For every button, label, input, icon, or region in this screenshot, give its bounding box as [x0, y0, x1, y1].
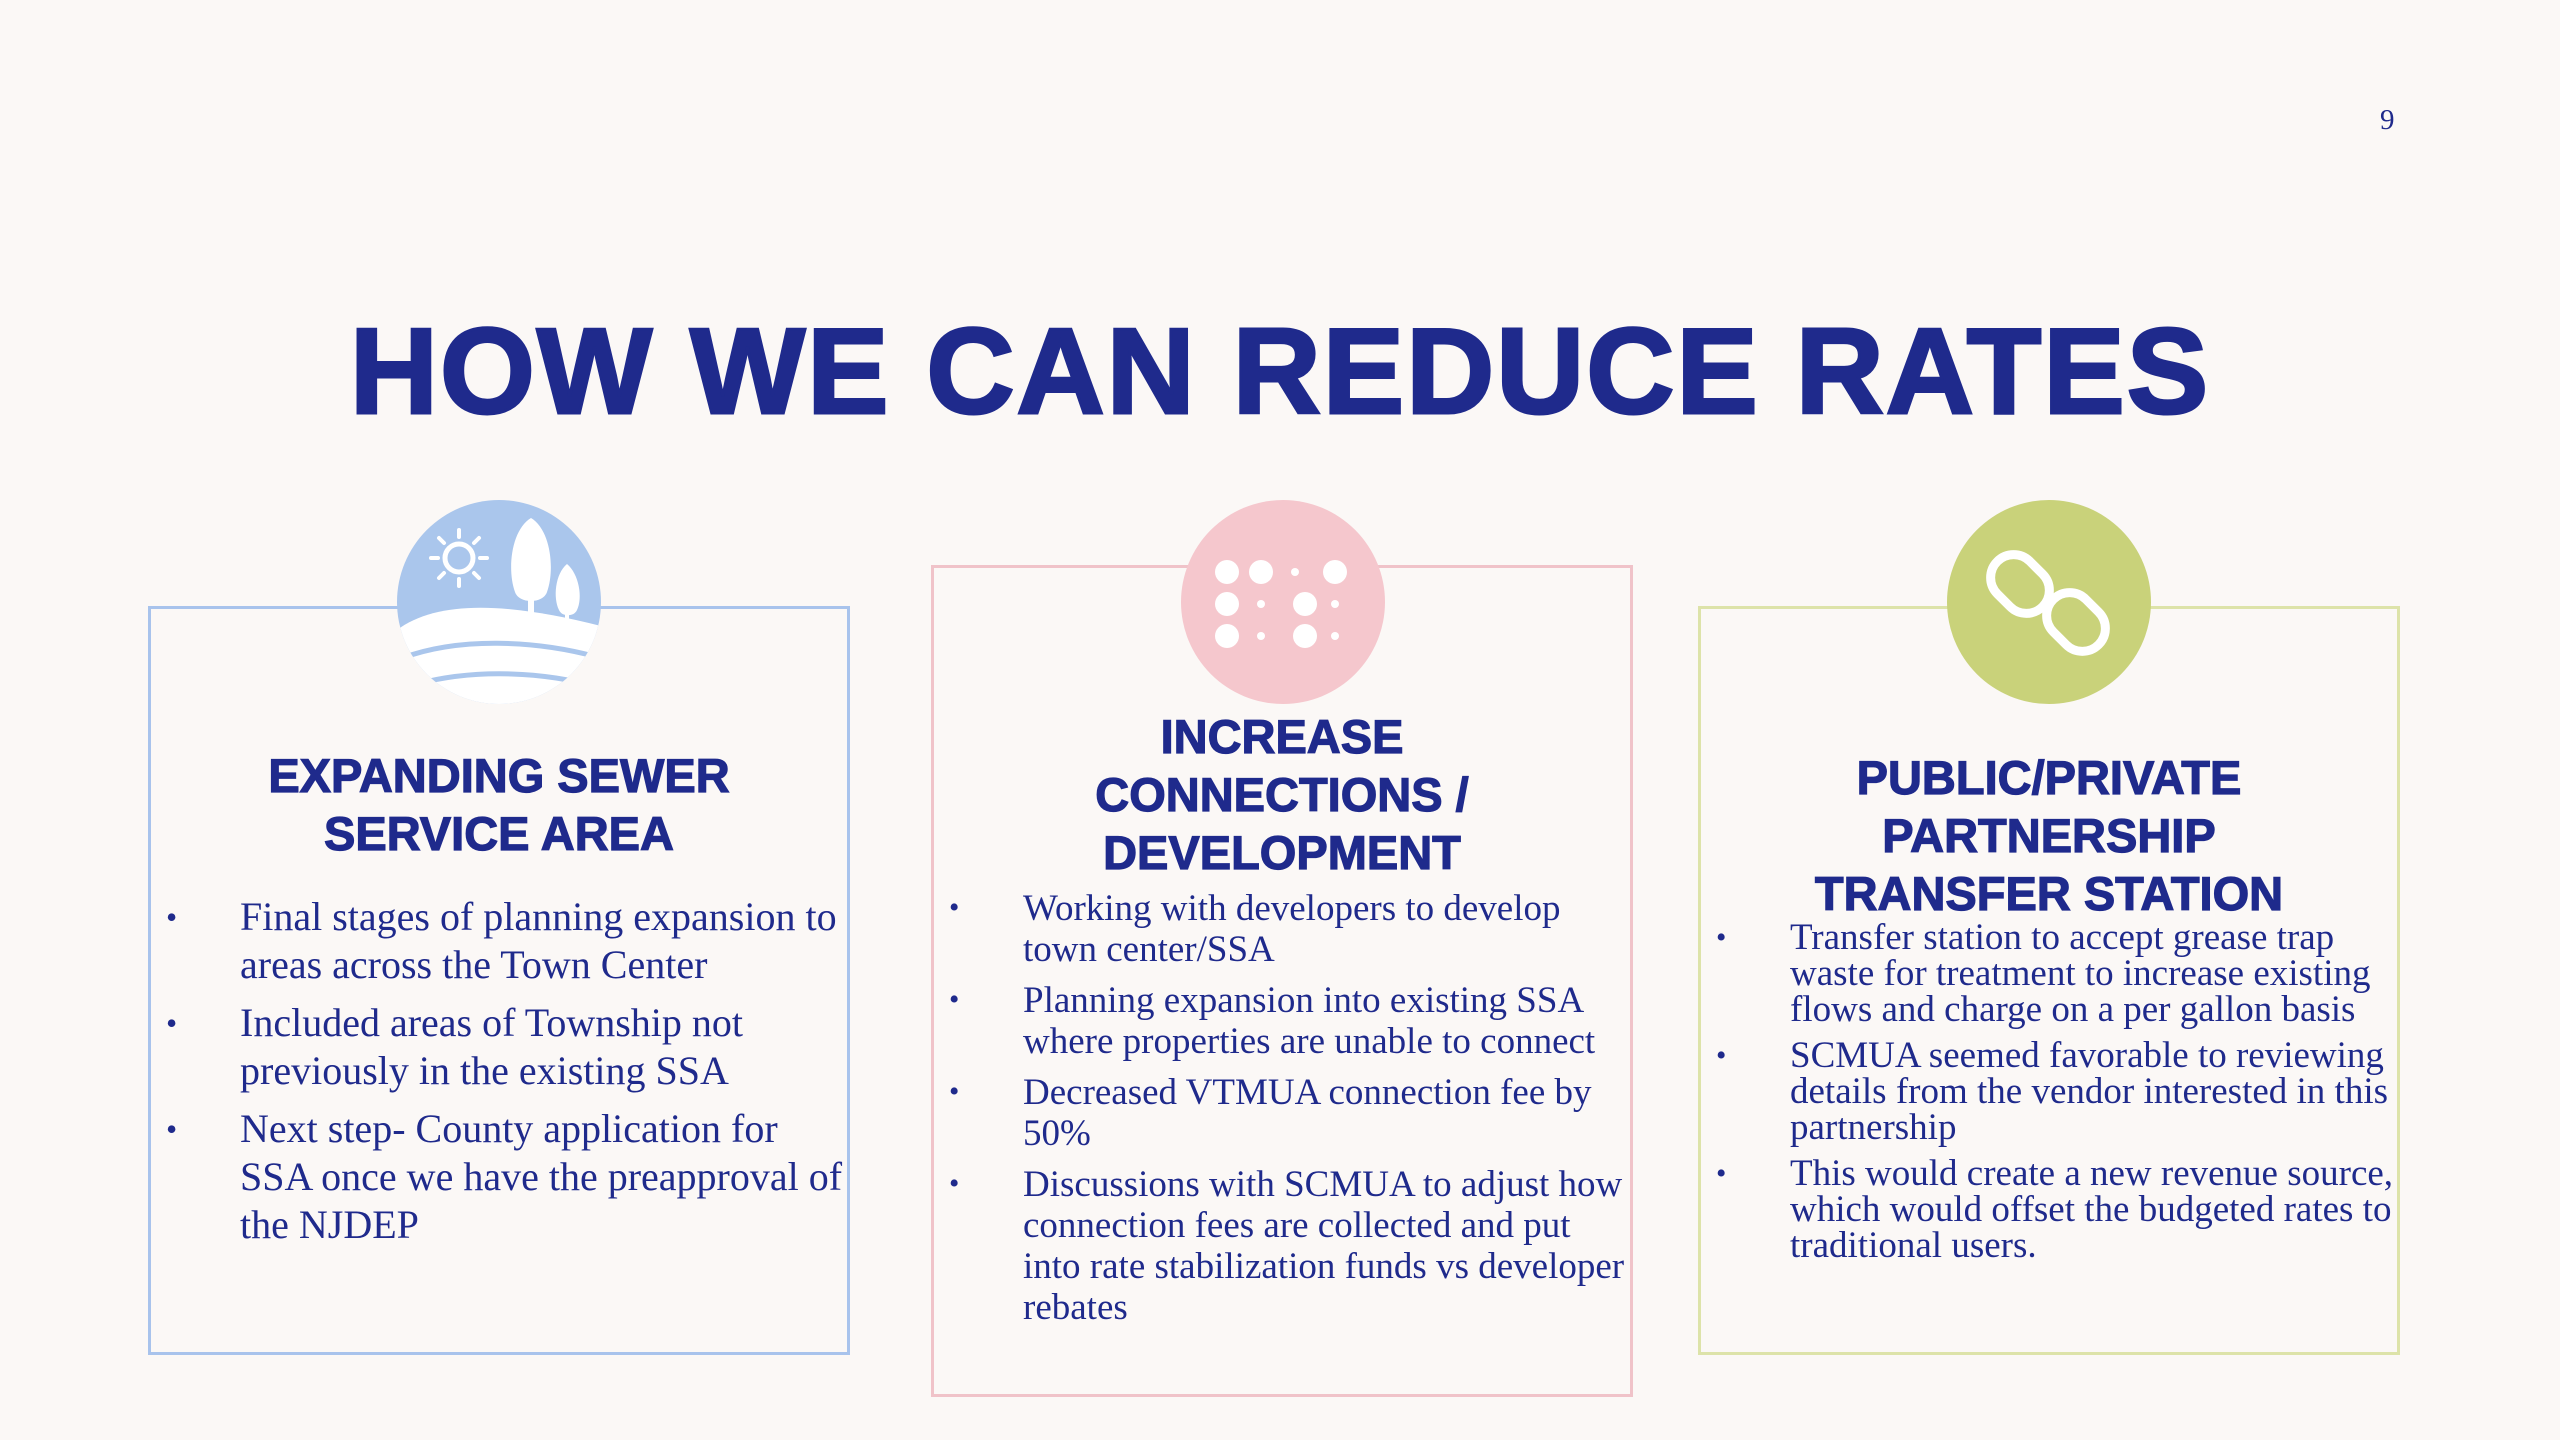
- bullet-item: This would create a new revenue source, …: [1698, 1155, 2398, 1264]
- bullet-item: Decreased VTMUA connection fee by 50%: [931, 1072, 1631, 1154]
- card-heading-increase-connections: INCREASE CONNECTIONS / DEVELOPMENT: [931, 708, 1633, 882]
- heading-line: DEVELOPMENT: [1103, 825, 1462, 879]
- bullet-item: Included areas of Township not previousl…: [148, 999, 848, 1095]
- bullet-item: Final stages of planning expansion to ar…: [148, 893, 848, 989]
- bullet-list-expanding-sewer: Final stages of planning expansion to ar…: [148, 893, 848, 1259]
- bullet-item: Next step- County application for SSA on…: [148, 1105, 848, 1249]
- bullet-item: Transfer station to accept grease trap w…: [1698, 919, 2398, 1028]
- card-heading-expanding-sewer: EXPANDING SEWER SERVICE AREA: [148, 747, 850, 863]
- card-heading-public-private-partnership: PUBLIC/PRIVATE PARTNERSHIP TRANSFER STAT…: [1698, 749, 2400, 923]
- heading-line: SERVICE AREA: [323, 806, 674, 860]
- bullet-item: SCMUA seemed favorable to reviewing deta…: [1698, 1037, 2398, 1146]
- slide-title: HOW WE CAN REDUCE RATES: [348, 303, 2211, 439]
- bullet-list-increase-connections: Working with developers to develop town …: [931, 888, 1631, 1338]
- bullet-item: Planning expansion into existing SSA whe…: [931, 980, 1631, 1062]
- heading-line: PUBLIC/PRIVATE: [1856, 750, 2242, 804]
- dots-grid-icon: [1181, 500, 1385, 704]
- heading-line: TRANSFER STATION: [1814, 866, 2284, 920]
- heading-line: CONNECTIONS /: [1095, 767, 1470, 821]
- bullet-list-public-private-partnership: Transfer station to accept grease trap w…: [1698, 919, 2398, 1274]
- bullet-item: Working with developers to develop town …: [931, 888, 1631, 970]
- bullet-item: Discussions with SCMUA to adjust how con…: [931, 1164, 1631, 1328]
- landscape-sun-trees-icon: [397, 500, 601, 704]
- chain-link-icon: [1947, 500, 2151, 704]
- page-number: 9: [2380, 104, 2395, 136]
- heading-line: EXPANDING SEWER: [268, 748, 731, 802]
- heading-line: PARTNERSHIP: [1882, 808, 2217, 862]
- heading-line: INCREASE: [1160, 709, 1404, 763]
